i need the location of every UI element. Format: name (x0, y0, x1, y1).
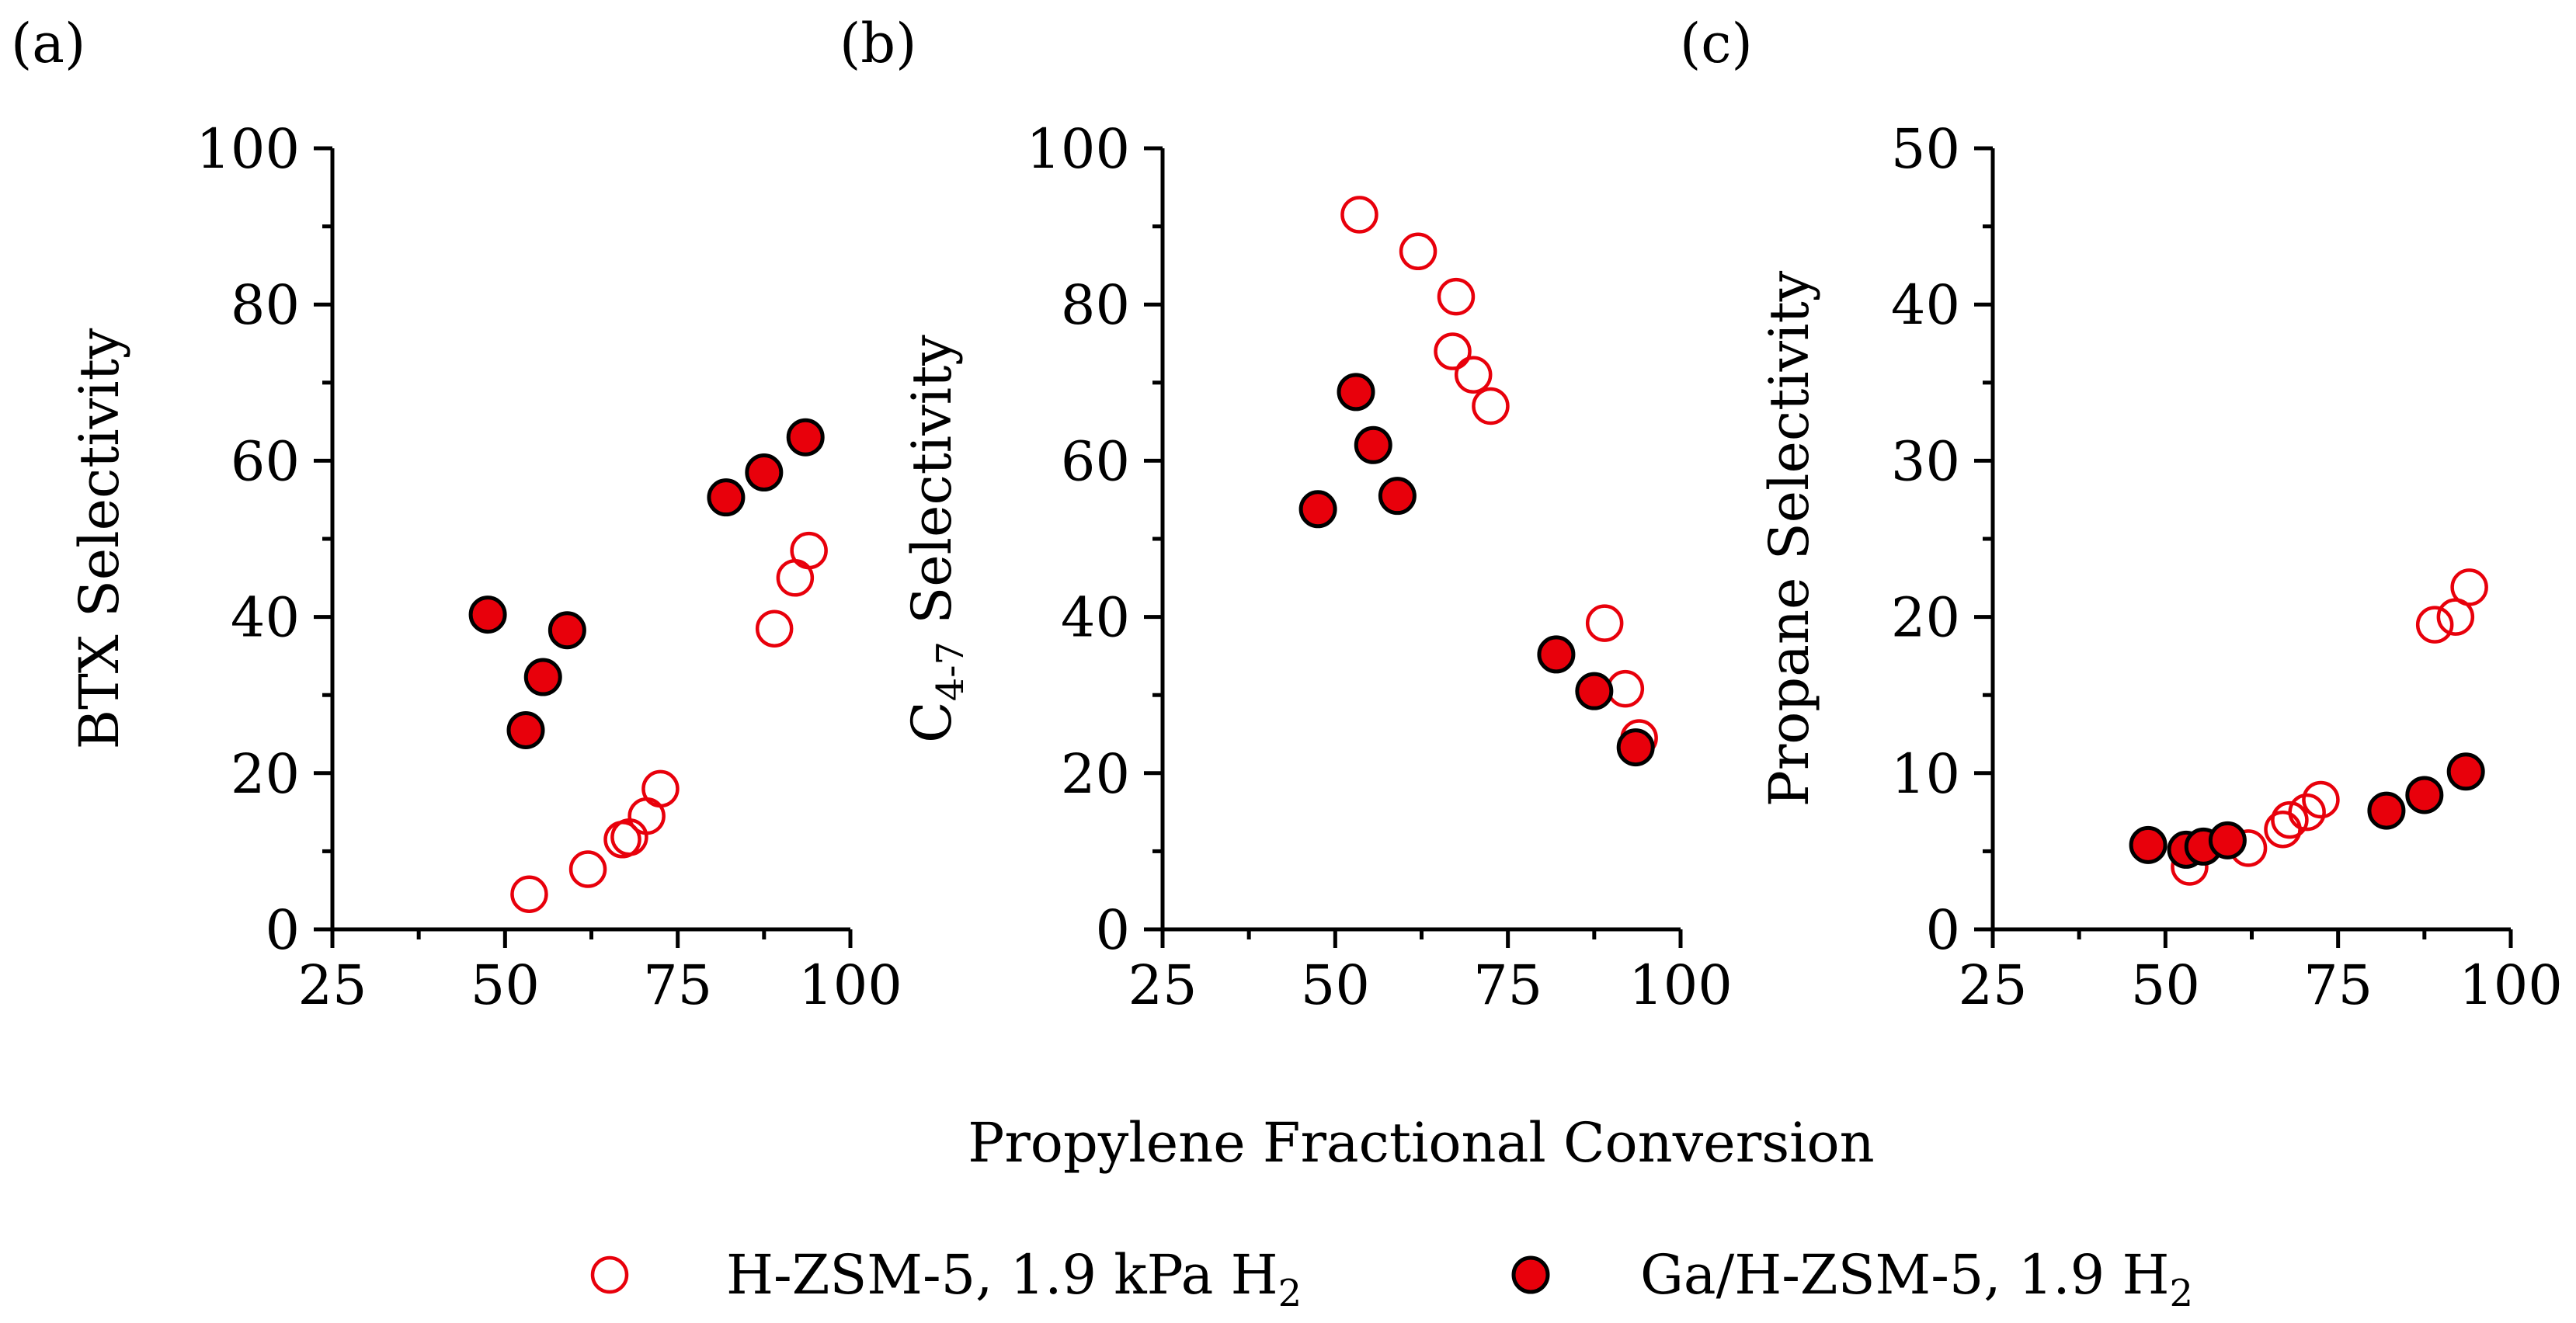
data-point-filled (2367, 791, 2406, 830)
data-point-filled (1298, 490, 1337, 529)
panel-label: (b) (840, 12, 916, 75)
data-point-open (510, 875, 548, 913)
y-tick-label: 20 (231, 742, 300, 806)
data-point-open (1340, 196, 1378, 234)
x-tick-label: 75 (643, 953, 712, 1017)
data-point-open (1434, 332, 1472, 370)
data-point-open (641, 769, 680, 808)
data-point-open (2288, 793, 2326, 832)
data-point-open (1606, 669, 1645, 708)
y-tick-label: 20 (1061, 742, 1130, 806)
data-point-open (755, 609, 794, 648)
y-tick-label: 80 (1061, 273, 1130, 337)
y-tick-label: 0 (1925, 898, 1960, 962)
y-tick-label: 20 (1891, 586, 1960, 650)
data-point-filled (1616, 728, 1655, 767)
panel-c: (c) 25 50 75 100 0 10 20 30 40 50 Propane Selectivi… (1680, 12, 2563, 1017)
shared-x-axis-label: Propylene Fractional Conversion (968, 1111, 1874, 1175)
x-tick-label: 100 (2459, 953, 2563, 1017)
data-point-filled (1337, 373, 1375, 411)
x-tick-label: 75 (1473, 953, 1542, 1017)
y-tick-label: 30 (1891, 429, 1960, 493)
series-open (1340, 196, 1658, 757)
data-point-open (1399, 232, 1437, 271)
y-axis-label: BTX Selectivity (68, 328, 131, 749)
y-tick-label: 0 (265, 898, 300, 962)
x-tick-label: 50 (2131, 953, 2200, 1017)
data-point-filled (1537, 635, 1576, 674)
panel-label: (c) (1680, 12, 1753, 75)
legend-marker-open (590, 1255, 629, 1294)
legend-item-open: H-ZSM-5, 1.9 kPa H2 (590, 1243, 1302, 1315)
data-point-filled (1378, 477, 1417, 516)
data-point-filled (523, 658, 562, 696)
legend-label: Ga/H-ZSM-5, 1.9 H2 (1640, 1243, 2193, 1315)
data-point-filled (468, 596, 507, 634)
x-tick-label: 25 (297, 953, 367, 1017)
data-point-open (790, 531, 828, 570)
y-tick-label: 100 (1026, 117, 1130, 181)
data-point-filled (2208, 821, 2247, 859)
legend-marker-filled (1511, 1255, 1550, 1294)
data-point-filled (2446, 752, 2485, 791)
x-tick-label: 75 (2303, 953, 2373, 1017)
series-filled (1298, 373, 1655, 767)
y-tick-label: 40 (1891, 273, 1960, 337)
x-tick-label: 50 (1301, 953, 1370, 1017)
panel-a: (a) 25 50 75 100 0 20 40 60 80 100 BTX Selectivity (11, 12, 902, 1017)
panel-label: (a) (11, 12, 85, 75)
y-axis-label: Propane Selectivity (1757, 270, 1821, 807)
data-point-open (2450, 568, 2488, 606)
data-point-open (1472, 387, 1510, 425)
legend: H-ZSM-5, 1.9 kPa H2 Ga/H-ZSM-5, 1.9 H2 (590, 1243, 2193, 1315)
data-point-filled (707, 478, 746, 517)
data-point-open (2302, 780, 2340, 819)
y-tick-label: 60 (1061, 429, 1130, 493)
x-tick-label: 25 (1958, 953, 2027, 1017)
x-tick-label: 25 (1128, 953, 1197, 1017)
y-tick-label: 0 (1095, 898, 1130, 962)
data-point-open (2264, 810, 2302, 849)
series-open (510, 531, 828, 913)
y-tick-label: 60 (231, 429, 300, 493)
panel-b: (b) 25 50 75 100 0 20 40 60 80 100 C4-7 Selectivity (840, 12, 1733, 1017)
legend-item-filled: Ga/H-ZSM-5, 1.9 H2 (1511, 1243, 2193, 1315)
x-tick-label: 100 (798, 953, 902, 1017)
y-tick-label: 10 (1891, 742, 1960, 806)
data-point-filled (2129, 825, 2168, 864)
data-point-filled (548, 611, 586, 650)
data-point-filled (506, 710, 545, 749)
data-point-filled (786, 418, 825, 457)
legend-label: H-ZSM-5, 1.9 kPa H2 (726, 1243, 1302, 1315)
y-tick-label: 80 (231, 273, 300, 337)
data-point-open (1437, 277, 1476, 316)
data-point-filled (745, 453, 784, 491)
x-tick-label: 50 (471, 953, 540, 1017)
series-filled (2129, 752, 2485, 869)
y-tick-label: 50 (1891, 117, 1960, 181)
data-point-open (1454, 356, 1493, 394)
data-point-open (1585, 604, 1624, 642)
data-point-filled (1354, 425, 1392, 464)
data-point-open (2415, 606, 2454, 644)
y-tick-label: 100 (196, 117, 300, 181)
y-tick-label: 40 (231, 586, 300, 650)
data-point-open (2271, 800, 2309, 839)
data-point-filled (1575, 672, 1614, 710)
y-axis-label: C4-7 Selectivity (900, 335, 972, 743)
y-tick-label: 40 (1061, 586, 1130, 650)
data-point-filled (2405, 776, 2444, 814)
series-filled (468, 418, 825, 749)
data-point-open (568, 850, 607, 888)
x-tick-label: 100 (1629, 953, 1733, 1017)
